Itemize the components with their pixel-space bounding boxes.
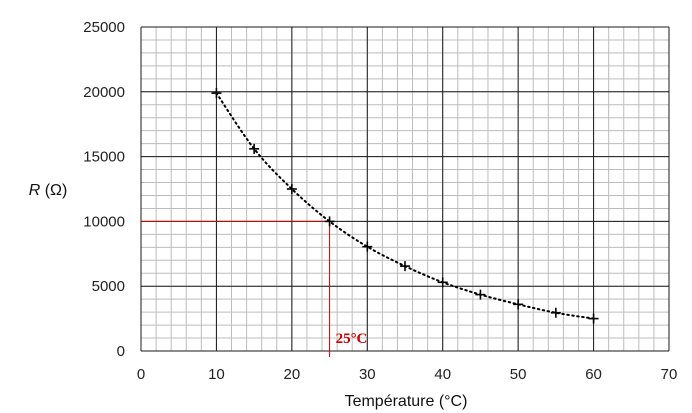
y-tick-label: 20000 <box>83 84 125 101</box>
y-axis-tick-labels: 0 5000 10000 15000 20000 25000 <box>83 19 125 360</box>
minor-grid <box>140 26 670 352</box>
y-tick-label: 10000 <box>83 213 125 230</box>
y-tick-label: 25000 <box>83 19 125 36</box>
data-point-marker <box>400 261 410 272</box>
data-point-marker <box>437 277 448 288</box>
y-tick-label: 5000 <box>92 278 125 295</box>
data-point-marker <box>211 88 222 99</box>
major-grid <box>140 26 670 352</box>
x-tick-label: 70 <box>661 366 678 383</box>
x-tick-label: 30 <box>359 366 376 383</box>
data-point-marker <box>249 143 260 154</box>
x-tick-label: 40 <box>434 366 451 383</box>
trendline-curve <box>215 92 595 320</box>
x-axis-tick-labels: 0 10 20 30 40 50 60 70 <box>137 366 678 383</box>
data-point-marker <box>286 184 297 194</box>
data-point-marker <box>362 241 373 252</box>
data-point-marker <box>588 313 599 324</box>
data-point-marker <box>475 289 486 300</box>
data-point-marker <box>513 299 524 310</box>
y-tick-label: 0 <box>117 343 125 360</box>
x-tick-label: 50 <box>510 366 527 383</box>
x-tick-label: 0 <box>137 366 145 383</box>
data-point-marker <box>550 307 561 318</box>
y-axis-title-unit: (Ω) <box>40 182 67 199</box>
y-axis-title: R (Ω) <box>29 182 68 199</box>
x-axis-title: Température (°C) <box>345 393 468 410</box>
y-axis-title-symbol: R <box>29 182 41 199</box>
data-points <box>211 88 599 324</box>
x-tick-label: 10 <box>208 366 225 383</box>
data-point-marker <box>324 216 335 227</box>
annotation-25c-label: 25°C <box>336 331 368 347</box>
x-tick-label: 60 <box>585 366 602 383</box>
x-tick-label: 20 <box>284 366 301 383</box>
y-tick-label: 15000 <box>83 149 125 166</box>
trendline <box>215 92 595 320</box>
reference-lines <box>141 220 331 357</box>
